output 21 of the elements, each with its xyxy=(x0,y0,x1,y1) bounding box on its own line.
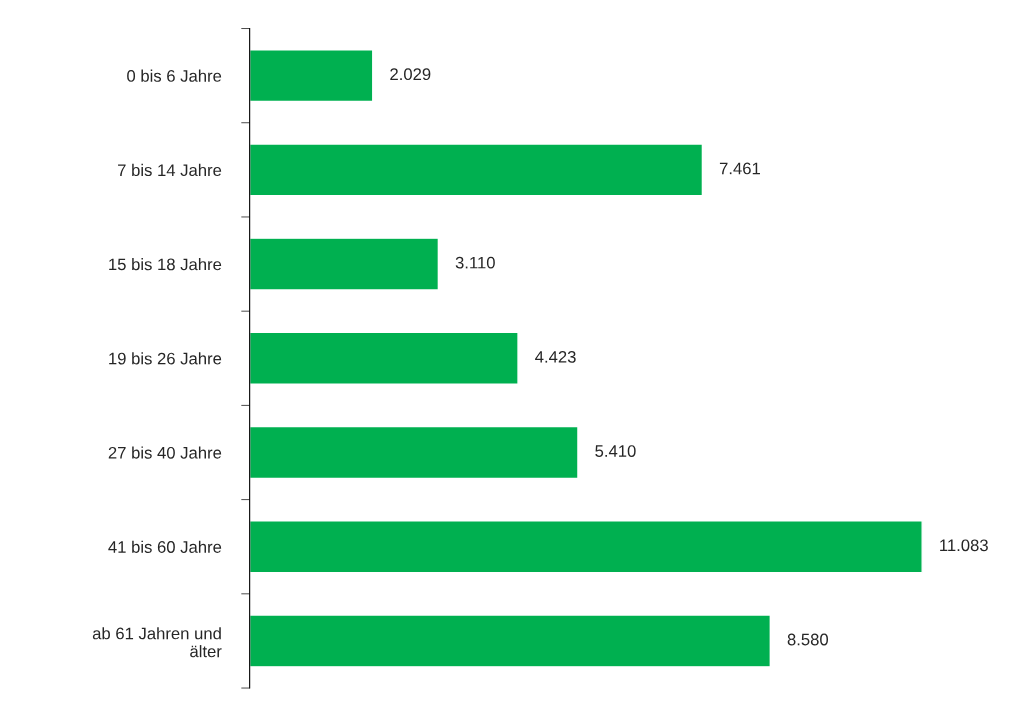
bar xyxy=(249,49,374,103)
data-label: 5.410 xyxy=(595,445,636,457)
y-tick-label: 15 bis 18 Jahre xyxy=(109,258,222,271)
data-label: 7.461 xyxy=(719,162,760,175)
y-tick-label: 0 bis 6 Jahre xyxy=(127,69,222,82)
bar xyxy=(249,237,440,291)
data-label: 2.029 xyxy=(390,68,431,81)
bar xyxy=(249,331,519,385)
y-tick-label: 27 bis 40 Jahre xyxy=(108,446,222,459)
y-tick-label: 19 bis 26 Jahre xyxy=(109,352,222,365)
data-label: 8.580 xyxy=(787,633,829,646)
data-label: 4.423 xyxy=(535,350,576,363)
data-label: 11.083 xyxy=(940,539,988,552)
bar xyxy=(249,614,772,668)
y-tick-label: ab 61 Jahren und älter xyxy=(92,627,222,658)
y-tick-label: 7 bis 14 Jahre xyxy=(118,163,222,177)
data-label: 3.110 xyxy=(455,256,495,269)
bar xyxy=(249,425,579,480)
y-tick-label: 41 bis 60 Jahre xyxy=(108,540,222,553)
bar xyxy=(249,520,923,574)
bar xyxy=(249,143,704,197)
